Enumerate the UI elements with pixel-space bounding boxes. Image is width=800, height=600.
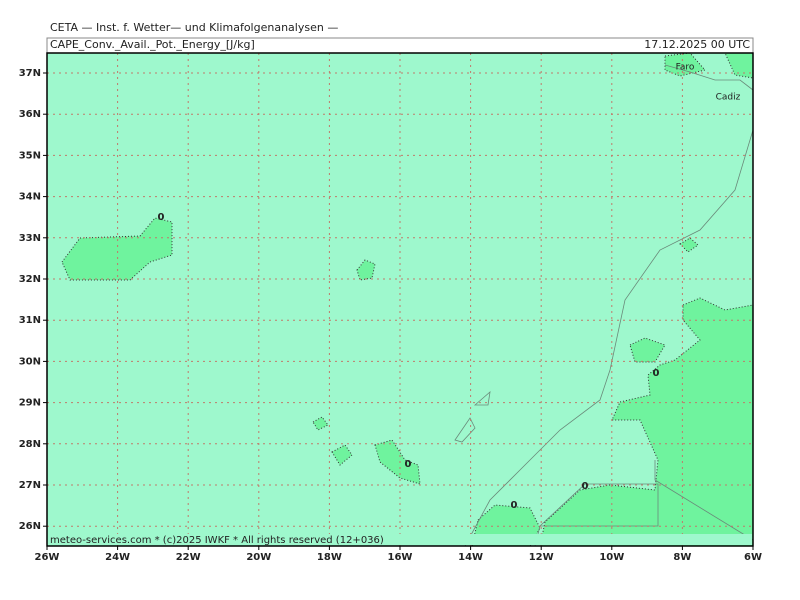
coastline <box>534 64 754 547</box>
field-name: CAPE_Conv._Avail._Pot._Energy_[J/kg] <box>50 38 255 51</box>
place-label: Cadiz <box>716 93 741 103</box>
y-tick-label: 35N <box>19 150 41 161</box>
contour-label: 0 <box>158 212 165 223</box>
contour-label: 0 <box>653 368 660 379</box>
x-tick-label: 20W <box>246 552 271 563</box>
cape-region <box>356 259 376 281</box>
cape-region <box>539 297 754 547</box>
footer-band <box>48 534 752 545</box>
map-area <box>47 52 754 547</box>
x-tick-label: 12W <box>529 552 554 563</box>
cape-region <box>331 444 353 466</box>
x-tick-label: 8W <box>673 552 691 563</box>
island <box>454 390 491 443</box>
header-title: CETA — Inst. f. Wetter— und Klimafolgena… <box>50 21 338 34</box>
y-tick-label: 31N <box>19 315 41 326</box>
y-tick-label: 30N <box>19 356 41 367</box>
cape-region <box>629 337 666 363</box>
contour-label: 0 <box>582 481 589 492</box>
x-tick-label: 16W <box>388 552 413 563</box>
x-tick-label: 10W <box>599 552 624 563</box>
y-tick-label: 33N <box>19 233 41 244</box>
y-tick-label: 37N <box>19 68 41 79</box>
y-tick-label: 36N <box>19 109 41 120</box>
y-tick-label: 32N <box>19 274 41 285</box>
y-tick-label: 29N <box>19 398 41 409</box>
x-tick-label: 14W <box>458 552 483 563</box>
y-tick-label: 27N <box>19 480 41 491</box>
x-tick-label: 26W <box>35 552 60 563</box>
y-tick-label: 34N <box>19 192 41 203</box>
footer: meteo-services.com * (c)2025 IWKF * All … <box>50 535 384 546</box>
graticule <box>47 53 753 546</box>
cape-region <box>61 217 173 281</box>
x-tick-label: 22W <box>176 552 201 563</box>
coastline <box>464 129 754 547</box>
cape-region <box>374 439 421 485</box>
y-tick-label: 28N <box>19 439 41 450</box>
y-tick-label: 26N <box>19 521 41 532</box>
x-tick-label: 18W <box>317 552 342 563</box>
valid-time: 17.12.2025 00 UTC <box>644 38 750 51</box>
contour-label: 0 <box>405 459 412 470</box>
contour-label: 0 <box>511 500 518 511</box>
place-label: Faro <box>676 63 695 73</box>
cape-region <box>312 416 329 431</box>
cape-region <box>679 237 699 253</box>
x-tick-label: 6W <box>744 552 762 563</box>
x-tick-label: 24W <box>105 552 130 563</box>
